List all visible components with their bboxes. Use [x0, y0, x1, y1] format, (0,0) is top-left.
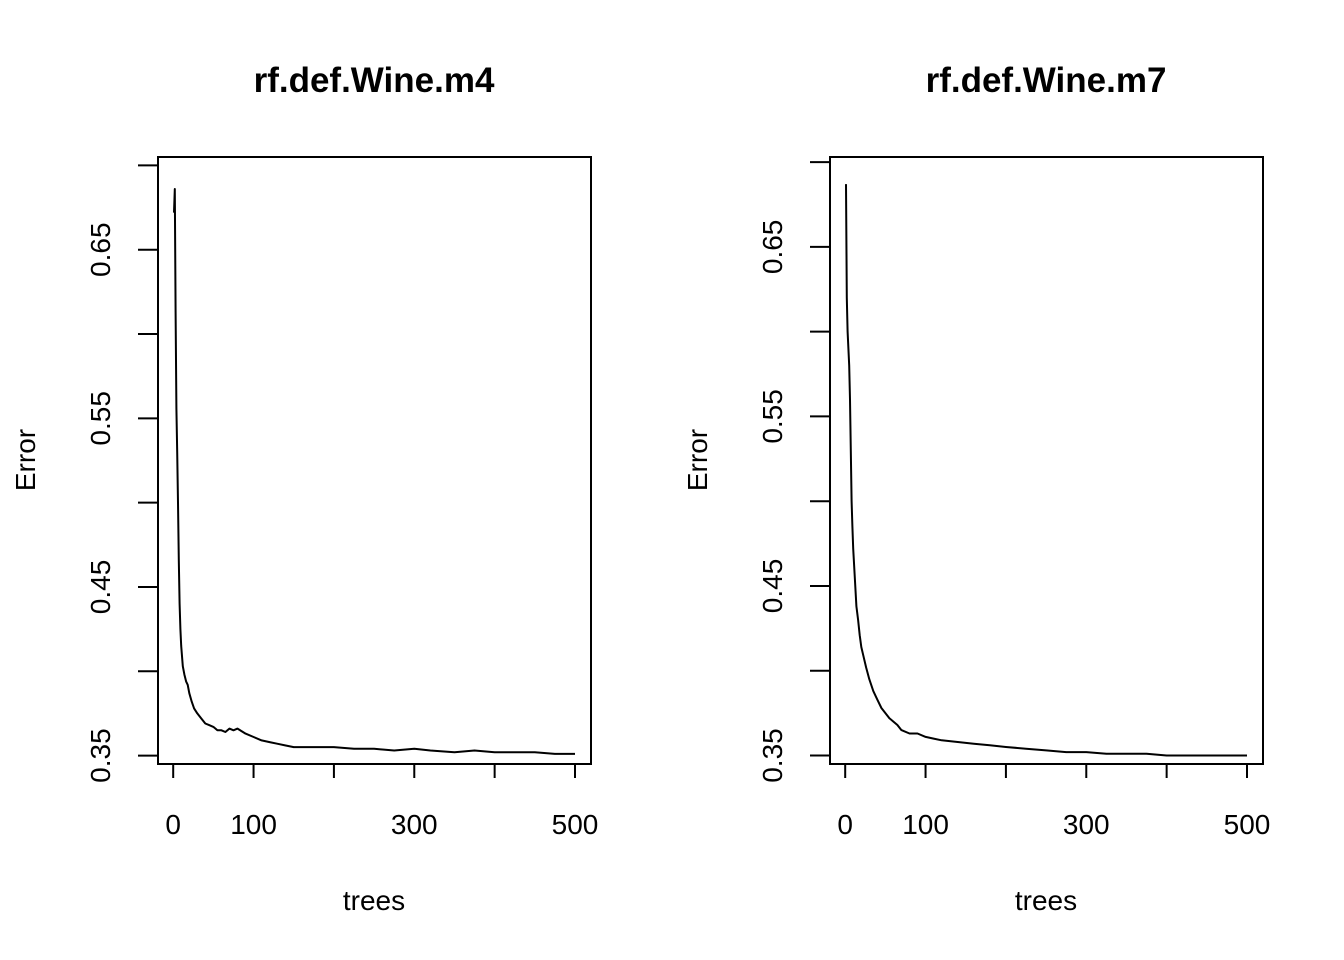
y-tick-label: 0.65: [757, 220, 788, 275]
plot-frame: [157, 156, 592, 765]
x-axis-title: trees: [343, 885, 405, 916]
y-tick-label: 0.55: [85, 391, 116, 446]
error-series-line: [173, 188, 575, 755]
x-tick-label: 300: [1063, 809, 1110, 840]
x-tick-label: 300: [391, 809, 438, 840]
y-tick-label: 0.45: [757, 559, 788, 614]
x-tick-label: 0: [165, 809, 181, 840]
x-tick-label: 500: [1224, 809, 1271, 840]
y-axis-title: Error: [10, 429, 41, 491]
y-tick-label: 0.45: [85, 560, 116, 615]
y-tick-label: 0.55: [757, 389, 788, 444]
error-series-line: [845, 184, 1247, 757]
chart-panel-1: rf.def.Wine.m4 0 100 300 500 0.35 0.45 0.55 0.65…: [10, 61, 598, 916]
y-axis-title: Error: [682, 429, 713, 491]
chart-title: rf.def.Wine.m7: [926, 61, 1167, 100]
x-tick-label: 500: [552, 809, 599, 840]
x-tick-label: 100: [902, 809, 949, 840]
chart-title: rf.def.Wine.m4: [254, 61, 495, 100]
y-tick-label: 0.35: [757, 728, 788, 783]
y-tick-label: 0.65: [85, 222, 116, 277]
x-axis-title: trees: [1015, 885, 1077, 916]
y-tick-label: 0.35: [85, 728, 116, 783]
plot-frame: [829, 156, 1264, 765]
chart-panel-2: rf.def.Wine.m7 0 100 300 500 0.35 0.45 0.55 0.65…: [682, 61, 1270, 916]
x-tick-label: 0: [837, 809, 853, 840]
x-tick-label: 100: [230, 809, 277, 840]
